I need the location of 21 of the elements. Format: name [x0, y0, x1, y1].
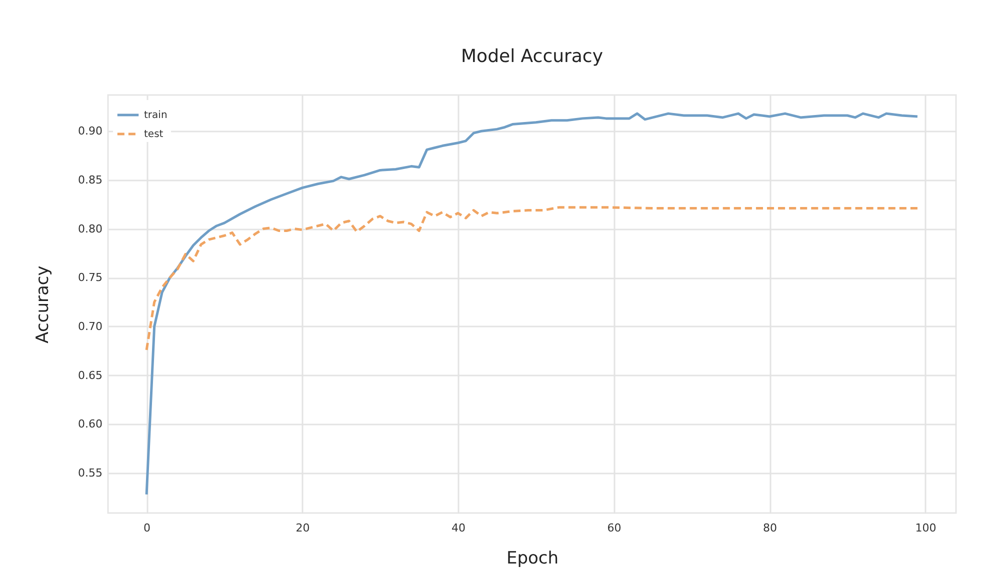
chart-title: Model Accuracy: [461, 46, 604, 67]
y-tick-label: 0.60: [78, 418, 102, 431]
line-series: [145, 206, 919, 352]
x-tick-label: 0: [144, 522, 151, 534]
x-tick-label: 20: [296, 522, 310, 534]
x-tick-label: 100: [915, 522, 936, 534]
y-tick-label: 0.75: [78, 271, 102, 284]
x-tick-label: 40: [452, 522, 466, 534]
y-tick-label: 0.85: [78, 173, 102, 186]
line-series: [145, 112, 919, 496]
y-tick-label: 0.55: [78, 466, 102, 480]
y-axis-title: Accuracy: [33, 266, 54, 344]
x-axis-title: Epoch: [506, 548, 559, 568]
y-tick-label: 0.80: [78, 222, 102, 236]
x-tick-label: 60: [607, 522, 622, 534]
y-tick-label: 0.65: [78, 368, 102, 382]
y-tick-label: 0.90: [78, 124, 102, 138]
legend-label: test: [144, 129, 164, 140]
x-tick-label: 80: [763, 522, 777, 534]
y-tick-label: 0.70: [78, 320, 102, 333]
legend-label: train: [144, 110, 168, 121]
